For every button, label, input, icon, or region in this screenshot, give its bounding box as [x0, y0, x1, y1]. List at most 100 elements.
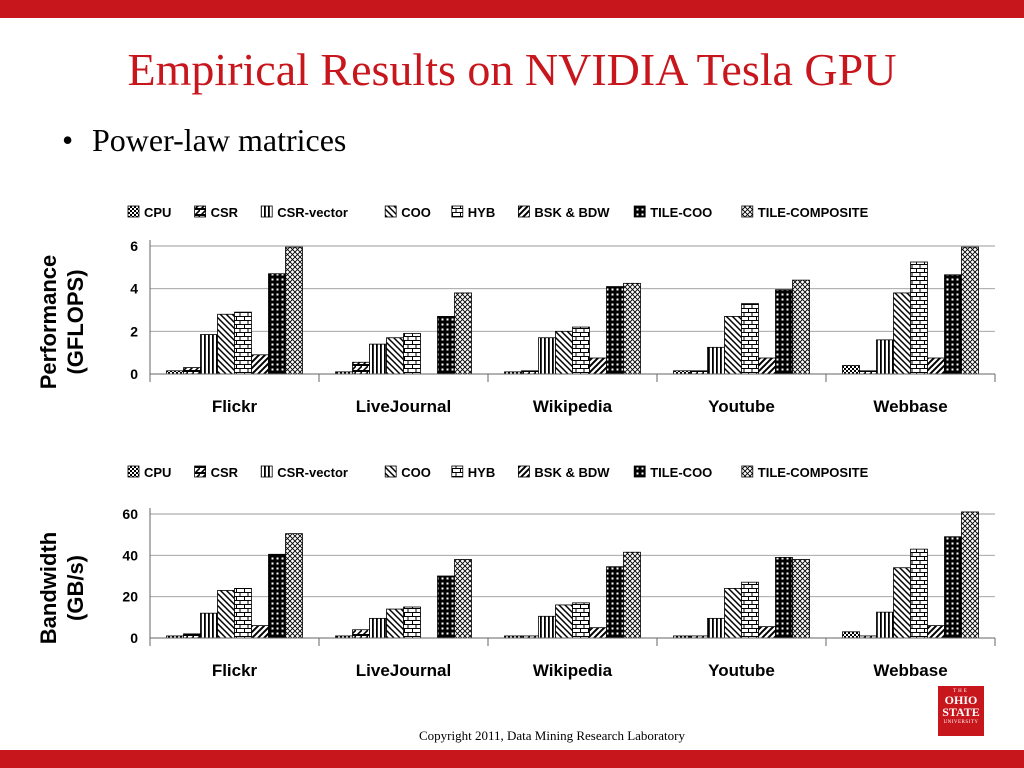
bar-youtube-coo [724, 587, 742, 639]
bar-webbase-hyb [910, 548, 928, 639]
bar-youtube-tile-composite [792, 559, 810, 639]
x-tick-label: Youtube [708, 397, 775, 416]
bar-youtube-tile-coo [775, 289, 793, 375]
bar-flickr-hyb [234, 587, 252, 639]
bar-wikipedia-bsk-bdw [589, 627, 607, 639]
y-tick-label: 40 [122, 547, 138, 563]
legend-swatch-hyb [451, 465, 464, 478]
bar-flickr-tile-coo [268, 553, 286, 639]
y-axis-label: Bandwidth(GB/s) [36, 532, 88, 644]
legend-label-tile-composite: TILE-COMPOSITE [758, 205, 869, 220]
legend-item-csr-vector: CSR-vector [260, 465, 348, 480]
legend-swatch-csr-vector [260, 465, 273, 478]
bar-youtube-csr-vector [707, 617, 725, 639]
bar-wikipedia-coo [555, 604, 573, 639]
legend-label-hyb: HYB [468, 205, 495, 220]
bar-flickr-coo [217, 313, 235, 375]
bar-wikipedia-tile-composite [623, 551, 641, 639]
bar-webbase-cpu [842, 631, 860, 639]
legend-item-csr: CSR [194, 465, 239, 480]
legend-label-csr-vector: CSR-vector [277, 465, 348, 480]
bar-flickr-csr-vector [200, 334, 218, 375]
x-tick-label: LiveJournal [356, 397, 451, 416]
bar-livejournal-tile-composite [454, 559, 472, 639]
bar-wikipedia-csr-vector [538, 615, 556, 639]
bar-flickr-csr-vector [200, 612, 218, 639]
legend-item-csr: CSR [194, 205, 239, 220]
bar-flickr-tile-composite [285, 533, 303, 639]
bar-flickr-tile-coo [268, 273, 286, 375]
bottom-accent-bar [0, 750, 1024, 768]
bar-flickr-csr [183, 633, 201, 639]
y-tick-label: 0 [130, 366, 138, 382]
y-tick-label: 6 [130, 238, 138, 254]
bar-flickr-hyb [234, 311, 252, 375]
x-tick-label: Flickr [212, 661, 258, 680]
bar-webbase-tile-coo [944, 536, 962, 639]
bar-webbase-coo [893, 567, 911, 639]
bar-wikipedia-hyb [572, 326, 590, 375]
bar-youtube-bsk-bdw [758, 357, 776, 375]
legend-swatch-tile-coo [633, 205, 646, 218]
bar-youtube-tile-composite [792, 279, 810, 375]
legend-swatch-cpu [127, 205, 140, 218]
bar-livejournal-tile-coo [437, 316, 455, 375]
legend-item-coo: COO [384, 465, 431, 480]
bar-webbase-csr-vector [876, 339, 894, 375]
bar-livejournal-csr-vector [369, 343, 387, 375]
bar-webbase-cpu [842, 365, 860, 375]
y-tick-label: 20 [122, 589, 138, 605]
legend-item-tile-composite: TILE-COMPOSITE [741, 205, 869, 220]
legend-swatch-coo [384, 205, 397, 218]
chart-legend: CPU CSR CSR-vector COO HYB BSK & BDW TILE-COO T… [127, 205, 869, 220]
bar-wikipedia-csr-vector [538, 337, 556, 375]
copyright-text: Copyright 2011, Data Mining Research Lab… [419, 728, 685, 743]
legend-label-tile-composite: TILE-COMPOSITE [758, 465, 869, 480]
bar-webbase-coo [893, 292, 911, 375]
bar-youtube-coo [724, 316, 742, 375]
legend-label-hyb: HYB [468, 465, 495, 480]
bar-webbase-bsk-bdw [927, 625, 945, 639]
bar-flickr-tile-composite [285, 246, 303, 375]
bar-livejournal-coo [386, 608, 404, 639]
legend-swatch-hyb [451, 205, 464, 218]
y-tick-label: 60 [122, 506, 138, 522]
legend-label-cpu: CPU [144, 205, 171, 220]
legend-label-bsk-bdw: BSK & BDW [534, 465, 610, 480]
ohio-state-logo: THE OHIO STATE UNIVERSITY [938, 686, 984, 736]
bullet-text: Power-law matrices [92, 122, 347, 158]
bar-livejournal-tile-composite [454, 292, 472, 375]
legend-label-coo: COO [401, 205, 431, 220]
logo-line-4: UNIVERSITY [943, 720, 979, 725]
y-tick-label: 0 [130, 630, 138, 646]
logo-line-3: STATE [942, 705, 980, 719]
bar-youtube-tile-coo [775, 557, 793, 639]
legend-swatch-bsk-bdw [517, 205, 530, 218]
x-tick-label: Wikipedia [533, 397, 613, 416]
y-axis-label: Performance(GFLOPS) [36, 255, 88, 390]
legend-label-tile-coo: TILE-COO [650, 205, 712, 220]
x-tick-label: Wikipedia [533, 661, 613, 680]
bar-youtube-csr-vector [707, 346, 725, 375]
legend-item-cpu: CPU [127, 465, 171, 480]
bar-wikipedia-hyb [572, 602, 590, 639]
legend-item-cpu: CPU [127, 205, 171, 220]
bar-livejournal-csr-vector [369, 617, 387, 639]
bar-flickr-csr [183, 367, 201, 375]
y-tick-label: 4 [130, 281, 138, 297]
bar-wikipedia-tile-coo [606, 286, 624, 375]
bar-youtube-hyb [741, 303, 759, 375]
bar-wikipedia-bsk-bdw [589, 357, 607, 375]
legend-label-csr: CSR [211, 465, 239, 480]
legend-swatch-bsk-bdw [517, 465, 530, 478]
bar-livejournal-hyb [403, 333, 421, 375]
legend-item-coo: COO [384, 205, 431, 220]
legend-label-tile-coo: TILE-COO [650, 465, 712, 480]
x-tick-label: Webbase [873, 661, 947, 680]
legend-item-tile-coo: TILE-COO [633, 465, 712, 480]
legend-item-csr-vector: CSR-vector [260, 205, 348, 220]
legend-swatch-tile-composite [741, 465, 754, 478]
x-tick-label: Webbase [873, 397, 947, 416]
bar-livejournal-csr [352, 629, 370, 639]
y-tick-label: 2 [130, 323, 138, 339]
